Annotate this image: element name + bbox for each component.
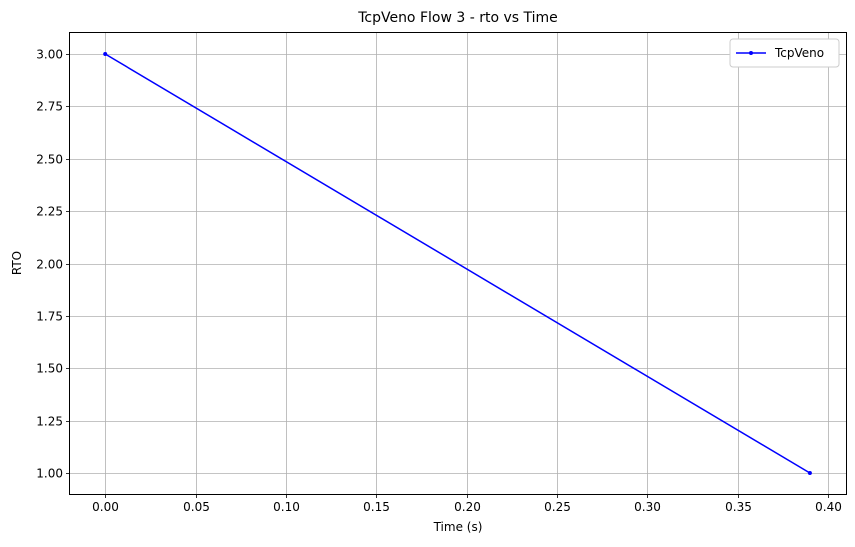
x-tick-label: 0.35 — [725, 500, 752, 514]
chart-title: TcpVeno Flow 3 - rto vs Time — [357, 10, 558, 26]
series-layer — [103, 52, 812, 475]
x-tick-label: 0.15 — [363, 500, 390, 514]
y-tick-label: 2.50 — [36, 153, 63, 167]
x-tick-label: 0.30 — [634, 500, 661, 514]
x-tick-label: 0.00 — [92, 500, 119, 514]
x-tick-label: 0.25 — [544, 500, 571, 514]
y-tick-label: 1.50 — [36, 362, 63, 376]
x-axis-ticks: 0.00 0.05 0.10 0.15 0.20 0.25 0.30 0.35 0.40 — [92, 494, 842, 514]
plot-frame — [69, 32, 847, 495]
y-tick-label: 3.00 — [36, 48, 63, 62]
y-tick-label: 1.25 — [36, 415, 63, 429]
y-tick-label: 2.25 — [36, 205, 63, 219]
y-tick-label: 1.00 — [36, 467, 63, 481]
x-axis-title: Time (s) — [433, 520, 483, 534]
data-point — [807, 471, 812, 475]
x-tick-label: 0.05 — [183, 500, 210, 514]
data-point — [103, 52, 108, 56]
x-tick-label: 0.10 — [273, 500, 300, 514]
series-line — [104, 53, 811, 474]
y-tick-label: 2.00 — [36, 258, 63, 272]
legend-series-marker — [749, 51, 753, 55]
y-axis-ticks: 1.00 1.25 1.50 1.75 2.00 2.25 2.50 2.75 3.00 — [36, 48, 70, 481]
x-tick-label: 0.20 — [454, 500, 481, 514]
legend-series-label: TcpVeno — [774, 46, 824, 60]
legend: TcpVeno — [729, 38, 840, 68]
y-tick-label: 1.75 — [36, 310, 63, 324]
y-tick-label: 2.75 — [36, 100, 63, 114]
x-tick-label: 0.40 — [815, 500, 842, 514]
legend-box — [729, 38, 840, 68]
y-axis-title: RTO — [10, 251, 24, 275]
